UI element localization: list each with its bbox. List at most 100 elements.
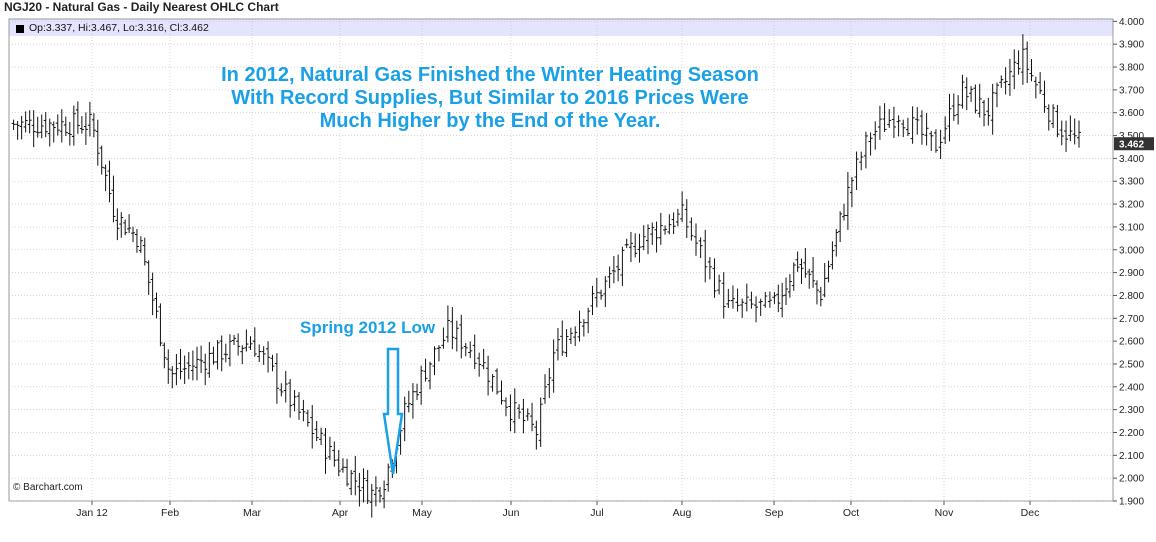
ohlc-bar: [428, 361, 433, 390]
ohlc-bar: [55, 114, 60, 136]
ohlc-bar: [459, 314, 464, 359]
ohlc-bar: [776, 284, 781, 313]
ohlc-bar: [960, 74, 965, 109]
ohlc-bar: [178, 348, 183, 380]
ohlc-bar: [248, 336, 253, 350]
ohlc-bar: [166, 349, 171, 384]
ohlc-bar: [680, 191, 685, 223]
last-price-label: 3.462: [1119, 140, 1144, 151]
ohlc-bar: [1016, 50, 1021, 75]
ohlc-bar: [707, 257, 712, 280]
ohlc-bar: [594, 277, 599, 308]
ohlc-bar: [463, 342, 468, 357]
ohlc-bar: [910, 106, 915, 144]
ohlc-bar: [694, 223, 699, 256]
ohlc-bar: [495, 368, 500, 395]
ohlc-bar: [59, 109, 64, 143]
y-tick-label: 3.600: [1119, 108, 1144, 119]
ohlc-bar: [445, 305, 450, 343]
ohlc-bar: [406, 390, 411, 413]
ohlc-bar: [301, 399, 306, 422]
ohlc-bar: [361, 468, 366, 503]
ohlc-bar: [340, 458, 345, 473]
ohlc-bar: [735, 288, 740, 312]
ohlc-bar: [564, 329, 569, 357]
ohlc-bar: [270, 354, 275, 372]
ohlc-bar: [138, 236, 143, 253]
ohlc-bar: [472, 334, 477, 369]
ohlc-bar: [190, 350, 195, 381]
ohlc-bar: [450, 307, 455, 350]
ohlc-bar: [616, 254, 621, 282]
ohlc-bar: [994, 82, 999, 108]
y-tick-label: 2.500: [1119, 359, 1144, 370]
ohlc-bar: [99, 145, 104, 175]
y-tick-label: 2.100: [1119, 451, 1144, 462]
ohlc-bar: [154, 292, 159, 319]
ohlc-bar: [91, 113, 96, 138]
ohlc-bar: [938, 129, 943, 159]
ohlc-bar: [1051, 104, 1056, 129]
ohlc-bar: [499, 380, 504, 405]
ohlc-bar: [336, 449, 341, 477]
ohlc-bar: [891, 106, 896, 138]
ohlc-bar: [373, 476, 378, 507]
y-tick-label: 3.400: [1119, 154, 1144, 165]
y-tick-label: 2.400: [1119, 382, 1144, 393]
ohlc-bar: [1012, 49, 1017, 90]
ohlc-bar: [454, 320, 459, 352]
x-tick-label: May: [412, 507, 433, 519]
ohlc-bar: [146, 260, 151, 295]
ohlc-bar: [814, 280, 819, 305]
y-tick-label: 3.900: [1119, 40, 1144, 51]
ohlc-bar: [402, 396, 407, 442]
ohlc-bar: [863, 131, 868, 169]
ohlc-bar: [517, 404, 522, 419]
ohlc-bar: [758, 298, 763, 316]
ohlc-bar: [726, 288, 731, 308]
ohlc-bar: [266, 341, 271, 373]
headline-line-1: In 2012, Natural Gas Finished the Winter…: [221, 64, 759, 86]
ohlc-bar: [170, 366, 175, 389]
x-tick-label: Jun: [503, 507, 520, 519]
ohlc-bar: [142, 237, 147, 266]
ohlc-bar: [107, 160, 112, 203]
ohlc-bar: [624, 238, 629, 248]
ohlc-bar: [986, 97, 991, 126]
ohlc-bar: [292, 390, 297, 412]
ohlc-bar: [47, 118, 52, 147]
y-tick-label: 2.900: [1119, 268, 1144, 279]
ohlc-bar: [349, 469, 354, 496]
ohlc-bar: [1033, 76, 1038, 99]
ohlc-bar: [223, 343, 228, 363]
ohlc-bar: [555, 327, 560, 361]
ohlc-bar: [599, 289, 604, 300]
ohlc-bar: [721, 272, 726, 319]
y-tick-label: 3.700: [1119, 85, 1144, 96]
ohlc-bar: [521, 398, 526, 434]
ohlc-bar: [512, 388, 517, 434]
ohlc-bar: [207, 341, 212, 378]
headline-line-2: With Record Supplies, But Similar to 201…: [231, 87, 749, 109]
ohlc-bar: [689, 217, 694, 241]
y-tick-label: 3.500: [1119, 131, 1144, 142]
ohlc-bar: [924, 112, 929, 146]
ohlc-bar: [71, 105, 76, 146]
ohlc-bar: [227, 334, 232, 367]
ohlc-bar: [357, 472, 362, 507]
ohlc-bar: [486, 355, 491, 396]
y-tick-label: 2.200: [1119, 428, 1144, 439]
ohlc-bar: [845, 172, 850, 230]
ohlc-bar: [982, 99, 987, 127]
ohlc-bar: [650, 222, 655, 245]
ohlc-bar: [740, 298, 745, 318]
ohlc-bar: [162, 342, 167, 369]
ohlc-bar: [345, 458, 350, 487]
spring-low-label: Spring 2012 Low: [300, 318, 436, 337]
ohlc-bar: [791, 262, 796, 291]
ohlc-bar: [838, 211, 843, 243]
ohlc-bar: [763, 292, 768, 308]
ohlc-bar: [873, 121, 878, 150]
